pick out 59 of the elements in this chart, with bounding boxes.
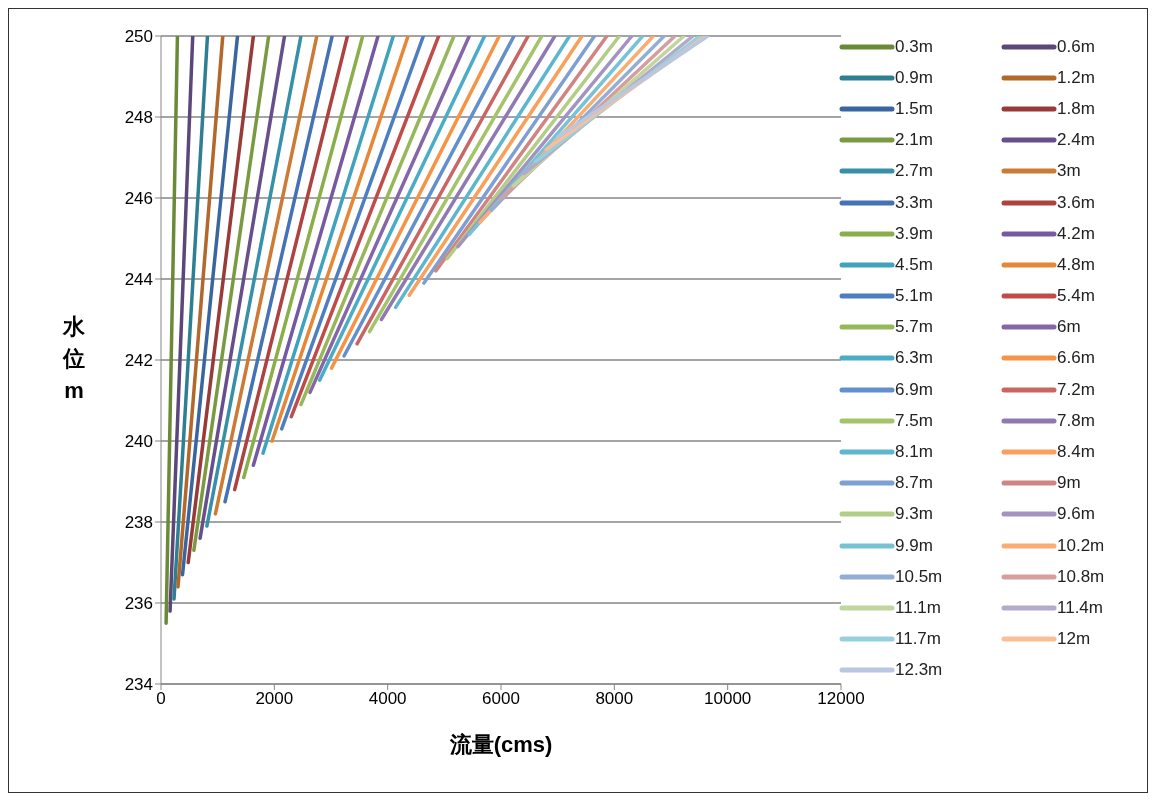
x-tick-label: 6000	[482, 689, 520, 709]
legend-label: 10.8m	[1057, 566, 1105, 587]
legend-label: 1.5m	[895, 98, 933, 119]
legend-label: 6.3m	[895, 348, 933, 369]
legend-label: 3m	[1057, 161, 1081, 182]
legend-label: 11.1m	[895, 597, 941, 618]
legend-label: 9.6m	[1057, 504, 1095, 525]
legend-label: 1.8m	[1057, 98, 1095, 119]
y-tick-label: 244	[124, 270, 153, 290]
legend-label: 5.1m	[895, 286, 933, 307]
legend-label: 6.6m	[1057, 348, 1095, 369]
legend-label: 7.8m	[1057, 410, 1095, 431]
legend-label: 5.7m	[895, 317, 933, 338]
x-tick-label: 4000	[368, 689, 407, 709]
x-tick-label: 12000	[817, 689, 865, 709]
legend-label: 6.9m	[895, 379, 933, 400]
x-tick-label: 10000	[704, 689, 752, 709]
y-tick-label: 242	[124, 351, 153, 371]
y-tick-label: 250	[124, 27, 153, 47]
x-axis-title: 流量(cms)	[448, 732, 553, 757]
x-tick-label: 0	[156, 689, 166, 709]
legend-label: 2.4m	[1057, 130, 1095, 151]
legend-label: 11.4m	[1057, 597, 1103, 618]
legend-label: 8.4m	[1057, 442, 1095, 463]
y-tick-label: 246	[124, 189, 153, 209]
legend-label: 4.2m	[1057, 223, 1095, 244]
legend-label: 3.6m	[1057, 192, 1095, 213]
legend-label: 12.3m	[895, 660, 943, 681]
y-tick-label: 248	[124, 108, 153, 128]
legend-label: 8.7m	[895, 473, 933, 494]
legend-label: 4.8m	[1057, 254, 1095, 275]
x-tick-label: 8000	[595, 689, 634, 709]
legend-label: 10.2m	[1057, 535, 1105, 556]
legend-label: 3.9m	[895, 223, 933, 244]
legend-label: 6m	[1057, 317, 1081, 338]
legend-label: 1.2m	[1057, 67, 1095, 88]
y-axis-title: 水位m	[62, 313, 86, 403]
legend-label: 5.4m	[1057, 286, 1095, 307]
legend-label: 4.5m	[895, 254, 933, 275]
y-tick-label: 240	[124, 432, 153, 452]
y-tick-label: 234	[124, 675, 153, 695]
legend-label: 10.5m	[895, 566, 943, 587]
legend-label: 3.3m	[895, 192, 933, 213]
legend-label: 0.3m	[895, 36, 933, 57]
legend-label: 9m	[1057, 473, 1081, 494]
legend-label: 0.9m	[895, 67, 933, 88]
legend-label: 8.1m	[895, 442, 933, 463]
legend-label: 7.2m	[1057, 379, 1095, 400]
legend-label: 9.9m	[895, 535, 933, 556]
legend-label: 7.5m	[895, 410, 933, 431]
legend-label: 9.3m	[895, 504, 933, 525]
y-tick-label: 236	[124, 594, 153, 614]
legend-label: 12m	[1057, 629, 1091, 650]
legend-label: 11.7m	[895, 629, 941, 650]
legend-label: 2.7m	[895, 161, 933, 182]
legend-label: 2.1m	[895, 130, 933, 151]
x-tick-label: 2000	[255, 689, 294, 709]
legend-label: 0.6m	[1057, 36, 1095, 57]
y-tick-label: 238	[124, 513, 153, 533]
